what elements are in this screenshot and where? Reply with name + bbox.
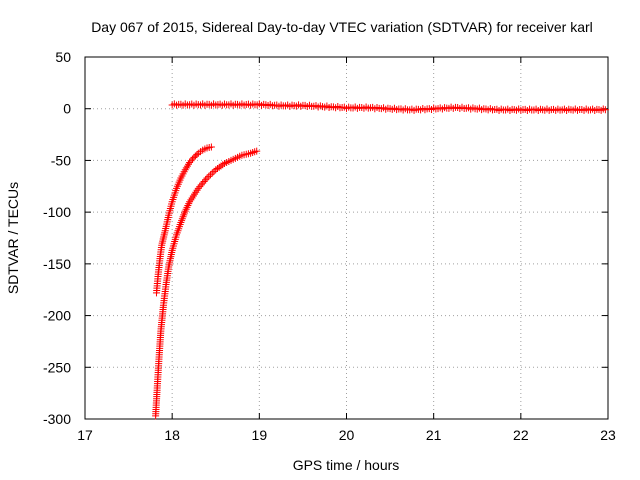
x-tick-label: 17 <box>77 427 93 443</box>
data-point-series-2 <box>193 151 201 159</box>
data-point-series-2 <box>181 166 189 174</box>
data-point-series-3 <box>219 161 227 169</box>
y-tick-label: -200 <box>43 308 71 324</box>
axis-ticks: 17 18 19 20 21 22 23 -300 -250 -200 -150 -100 -50 0 50 <box>43 49 616 443</box>
data-point-series-3 <box>194 184 202 192</box>
data-point-series-3 <box>196 183 204 191</box>
y-axis-label: SDTVAR / TECUs <box>5 182 21 294</box>
data-point-series-2 <box>207 143 215 151</box>
data-point-series-3 <box>199 179 207 187</box>
data-point-series-3 <box>210 167 218 175</box>
data-point-series-3 <box>203 174 211 182</box>
data-point-series-2 <box>187 157 195 165</box>
data-point-series-2 <box>189 155 197 163</box>
data-point-series-2 <box>182 164 190 172</box>
data-point-series-2 <box>183 162 191 170</box>
y-tick-label: 50 <box>55 49 71 65</box>
y-tick-label: -300 <box>43 411 71 427</box>
y-tick-label: -250 <box>43 359 71 375</box>
data-point-series-3 <box>197 181 205 189</box>
y-tick-label: 0 <box>63 101 71 117</box>
data-point-series-3 <box>205 172 213 180</box>
x-tick-label: 19 <box>252 427 268 443</box>
x-tick-label: 21 <box>426 427 442 443</box>
data-point-series-2 <box>186 158 194 166</box>
data-points <box>152 100 609 420</box>
y-tick-label: -150 <box>43 256 71 272</box>
y-tick-label: -50 <box>51 152 71 168</box>
data-point-series-3 <box>200 177 208 185</box>
data-point-series-2 <box>185 160 193 168</box>
y-tick-label: -100 <box>43 204 71 220</box>
data-point-series-3 <box>207 171 215 179</box>
data-point-series-3 <box>208 169 216 177</box>
x-axis-label: GPS time / hours <box>293 457 400 473</box>
data-point-series-3 <box>253 147 261 155</box>
grid <box>85 57 608 419</box>
x-tick-label: 18 <box>164 427 180 443</box>
x-tick-label: 22 <box>513 427 529 443</box>
chart-title: Day 067 of 2015, Sidereal Day-to-day VTE… <box>91 19 593 35</box>
data-point-series-3 <box>202 176 210 184</box>
data-point-series-1 <box>601 106 609 114</box>
x-tick-label: 23 <box>600 427 616 443</box>
x-tick-label: 20 <box>339 427 355 443</box>
